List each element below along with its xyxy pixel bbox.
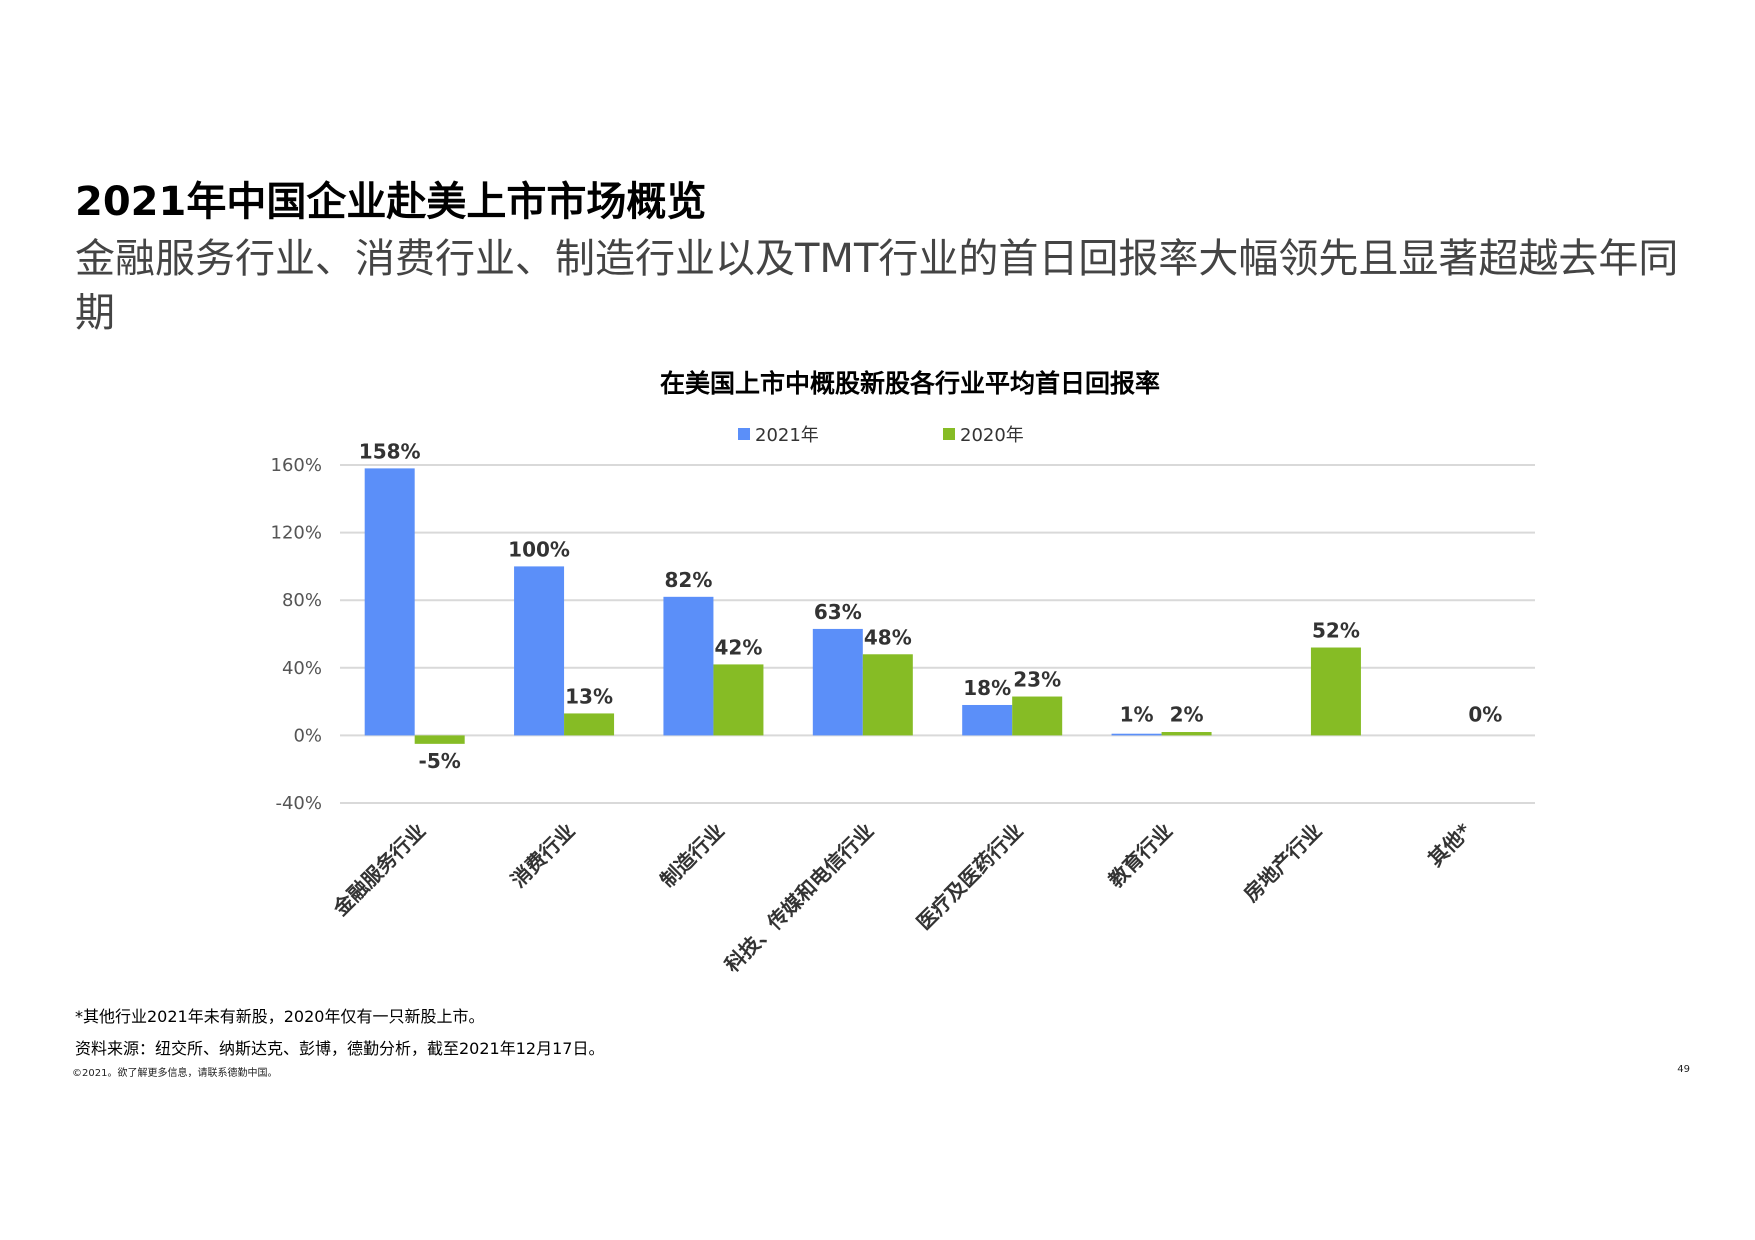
data-label: 52% <box>1312 619 1360 643</box>
bar <box>414 735 465 744</box>
data-label: 82% <box>665 568 713 592</box>
bar-chart: 在美国上市中概股新股各行业平均首日回报率 2021年 2020年 160% 120%… <box>271 369 1535 977</box>
y-tick-label: 160% <box>271 455 322 476</box>
bar <box>1310 647 1361 736</box>
bar <box>962 704 1013 736</box>
data-label: 0% <box>1468 702 1502 726</box>
bar <box>1012 696 1063 736</box>
y-tick-label: 40% <box>282 658 322 679</box>
data-label: 158% <box>359 439 421 463</box>
x-category-label: 金融服务行业 <box>328 819 431 922</box>
x-category-label: 房地产行业 <box>1239 819 1327 907</box>
bar <box>862 654 913 736</box>
page-title: 2021年中国企业赴美上市市场概览 <box>75 179 707 225</box>
data-label: 1% <box>1120 702 1154 726</box>
x-category-label: 教育行业 <box>1104 819 1178 893</box>
bar <box>1111 733 1162 736</box>
bar <box>564 713 615 736</box>
bar <box>364 468 415 736</box>
bar <box>713 664 764 736</box>
legend-label: 2021年 <box>755 425 819 446</box>
y-axis: 160% 120% 80% 40% 0% -40% <box>271 455 322 814</box>
legend-swatch <box>738 428 750 440</box>
x-category-label: 制造行业 <box>655 819 729 893</box>
x-category-label: 消费行业 <box>506 819 580 893</box>
page-number: 49 <box>1677 1064 1690 1075</box>
data-label: 100% <box>508 537 570 561</box>
x-category-label: 医疗及医药行业 <box>912 819 1028 935</box>
bar <box>1161 732 1212 736</box>
footnote: *其他行业2021年未有新股，2020年仅有一只新股上市。 <box>75 1007 485 1026</box>
page-subtitle: 金融服务行业、消费行业、制造行业以及TMT行业的首日回报率大幅领先且显著超越去年… <box>75 236 1679 336</box>
chart-bars <box>364 468 1511 744</box>
data-label: 18% <box>963 676 1011 700</box>
y-tick-label: -40% <box>275 793 322 814</box>
bar <box>514 566 565 736</box>
copyright-text: ©2021。欲了解更多信息，请联系德勤中国。 <box>72 1068 278 1079</box>
legend-label: 2020年 <box>960 425 1024 446</box>
data-label: 42% <box>715 635 763 659</box>
data-label: 2% <box>1170 702 1204 726</box>
y-tick-label: 0% <box>293 725 322 746</box>
data-label: -5% <box>419 749 461 773</box>
data-label: 13% <box>565 684 613 708</box>
y-tick-label: 80% <box>282 590 322 611</box>
x-category-label: 其他* <box>1423 818 1476 871</box>
chart-legend: 2021年 2020年 <box>738 425 1024 446</box>
chart-title: 在美国上市中概股新股各行业平均首日回报率 <box>660 369 1160 398</box>
bar <box>812 628 863 736</box>
x-category-label: 科技、传媒和电信行业 <box>720 819 878 977</box>
legend-swatch <box>943 428 955 440</box>
data-labels: 158% -5% 100% 13% 82% 42% 63%48% 18% 23% 1% 2% 52% 0… <box>359 439 1503 772</box>
data-label: 23% <box>1013 668 1061 692</box>
y-tick-label: 120% <box>271 523 322 544</box>
data-label: 63% <box>814 600 862 624</box>
source-note: 资料来源：纽交所、纳斯达克、彭博，德勤分析，截至2021年12月17日。 <box>75 1039 605 1058</box>
data-label: 48% <box>864 625 912 649</box>
bar <box>663 596 714 736</box>
